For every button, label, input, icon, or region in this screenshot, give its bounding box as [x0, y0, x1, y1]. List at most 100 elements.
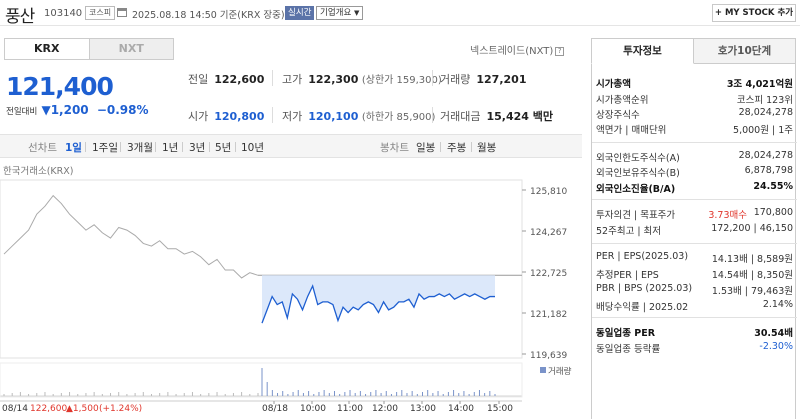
info-value: 14.54배 | 8,350원: [711, 270, 793, 281]
plot-area: [0, 179, 523, 359]
x-tick-label: 14:00: [448, 404, 474, 414]
market-tabs: KRX NXT: [4, 38, 174, 60]
x-tick-label: 10:00: [300, 404, 326, 414]
divider: [471, 142, 472, 152]
live-badge: 실시간: [285, 6, 315, 20]
divider: [272, 107, 273, 123]
previous-rate: (+1.24%): [99, 404, 142, 414]
volume-label: 거래량: [440, 73, 471, 86]
info-row: 투자의견 | 목표주가 3.73매수 170,800: [592, 207, 797, 221]
period-1w[interactable]: 1주일: [92, 142, 119, 154]
info-row: 상장주식수 28,024,278: [592, 107, 797, 121]
info-label: 투자의견 | 목표주가: [596, 210, 676, 221]
info-row: 52주최고 | 최저 172,200 | 46,150: [592, 223, 797, 237]
volume-legend-swatch: [540, 367, 546, 373]
period-10y[interactable]: 10년: [241, 142, 265, 154]
divider: [432, 70, 433, 86]
period-bar: 선차트 1일 1주일 3개월 1년 3년 5년 10년 봉차트 일봉 주봉 월봉: [0, 134, 582, 158]
divider: [432, 107, 433, 123]
company-overview-dropdown[interactable]: 기업개요 ▼: [316, 6, 364, 20]
info-value: 6,878,798: [744, 165, 793, 176]
y-tick-label: 125,810: [530, 187, 567, 197]
divider: [155, 142, 156, 152]
previous-date: 08/14: [2, 404, 28, 414]
market-badge: 코스피: [85, 6, 116, 20]
tab-orderbook-10[interactable]: 호가10단계: [694, 38, 796, 64]
change-rate: −0.98%: [96, 103, 149, 117]
price-change: 전일대비 ▼1,200 −0.98%: [6, 103, 149, 117]
info-row: 액면가 | 매매단위 5,000원 | 1주: [592, 122, 797, 136]
info-value: 2.14%: [762, 299, 793, 310]
info-row: 시가총액순위 코스피 123위: [592, 92, 797, 106]
divider: [120, 142, 121, 152]
volume-value: 127,201: [476, 73, 527, 86]
amount-label: 거래대금: [440, 110, 481, 123]
x-tick-label: 12:00: [372, 404, 398, 414]
volume-legend-label: 거래량: [548, 366, 572, 377]
company-name: 풍산: [5, 7, 35, 27]
stock-code: 103140: [44, 8, 83, 19]
info-value: 3조 4,021억원: [726, 79, 793, 90]
tab-invest-info[interactable]: 투자정보: [591, 38, 694, 64]
info-value: 1.53배 | 79,463원: [711, 286, 793, 297]
lower-limit: (하한가 85,900): [361, 112, 436, 123]
candle-weekly[interactable]: 주봉: [447, 142, 467, 154]
candle-monthly[interactable]: 월봉: [477, 142, 497, 154]
previous-day-line: [3, 194, 259, 279]
info-value: 30.54배: [754, 328, 793, 339]
period-3y[interactable]: 3년: [189, 142, 206, 154]
info-label: 동일업종 PER: [596, 328, 656, 339]
calendar-icon: [117, 8, 127, 17]
info-label: 외국인보유주식수(B): [596, 168, 680, 179]
line-chart-label: 선차트: [28, 142, 57, 154]
nxt-info: 넥스트레이드(NXT)?: [470, 42, 565, 57]
period-3m[interactable]: 3개월: [127, 142, 154, 154]
info-label: 시가총액: [596, 79, 631, 90]
info-value: 172,200 | 46,150: [711, 223, 793, 234]
info-label: 동일업종 등락률: [596, 344, 661, 355]
tab-nxt[interactable]: NXT: [88, 39, 173, 59]
tab-krx[interactable]: KRX: [5, 39, 89, 59]
nxt-label: 넥스트레이드(NXT): [470, 46, 554, 57]
previous-close: 122,600: [30, 404, 67, 414]
low-value: 120,100: [308, 110, 359, 123]
info-row: 외국인소진율(B/A) 24.55%: [592, 181, 797, 195]
info-row: 동일업종 등락률 -2.30%: [592, 341, 797, 355]
today-line: [261, 284, 495, 324]
prev-close-label: 전일: [188, 73, 209, 86]
info-value: 코스피 123위: [736, 95, 793, 106]
high-value: 122,300: [308, 73, 359, 86]
period-1d[interactable]: 1일: [65, 142, 82, 154]
volume-area: [0, 362, 523, 398]
upper-limit: (상한가 159,300): [361, 75, 442, 86]
day-low: 저가 120,100 (하한가 85,900): [282, 108, 435, 124]
divider: [592, 142, 797, 143]
chevron-down-icon: ▼: [353, 9, 360, 17]
open-label: 시가: [188, 110, 209, 123]
y-tick-label: 124,267: [530, 228, 567, 238]
period-1y[interactable]: 1년: [162, 142, 179, 154]
y-tick-label: 122,725: [530, 269, 567, 279]
x-tick-label: 08/18: [262, 404, 288, 414]
price-chart[interactable]: 한국거래소(KRX) 125,810 124,267 122,725 121,182 1…: [0, 158, 582, 419]
help-icon[interactable]: ?: [555, 46, 565, 56]
open-value: 120,800: [214, 110, 265, 123]
period-5y[interactable]: 5년: [215, 142, 232, 154]
prev-close-value: 122,600: [214, 73, 265, 86]
candle-daily[interactable]: 일봉: [416, 142, 436, 154]
info-label: 시가총액순위: [596, 95, 649, 106]
open-price: 시가 120,800: [188, 108, 264, 124]
divider: [440, 142, 441, 152]
x-tick-label: 13:00: [410, 404, 436, 414]
info-label: 액면가 | 매매단위: [596, 125, 667, 136]
info-value: -2.30%: [759, 341, 793, 352]
info-label: 상장주식수: [596, 110, 640, 121]
divider: [235, 142, 236, 152]
stock-header: 풍산 103140 코스피 2025.08.18 14:50 기준(KRX 장중…: [0, 0, 800, 27]
candle-chart-label: 봉차트: [380, 142, 409, 154]
x-tick-label: 11:00: [337, 404, 363, 414]
add-my-stock-button[interactable]: + MY STOCK 추가: [712, 4, 796, 22]
previous-change: ▲1,500: [66, 404, 99, 414]
divider: [592, 317, 797, 318]
low-label: 저가: [282, 110, 303, 123]
